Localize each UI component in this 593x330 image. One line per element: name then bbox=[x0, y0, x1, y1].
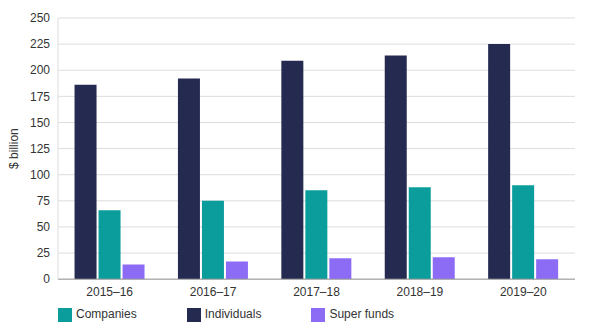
html-text:Individuals: Individuals bbox=[204, 307, 262, 322]
svg-text:225: 225 bbox=[30, 37, 50, 51]
svg-text:0: 0 bbox=[43, 272, 50, 286]
svg-text:100: 100 bbox=[30, 168, 50, 182]
svg-text:2018–19: 2018–19 bbox=[397, 285, 444, 299]
svg-text:2019–20: 2019–20 bbox=[500, 285, 547, 299]
svg-text:$ billion: $ billion bbox=[8, 128, 21, 169]
svg-text:2015–16: 2015–16 bbox=[86, 285, 133, 299]
svg-text:175: 175 bbox=[30, 90, 50, 104]
svg-text:2016–17: 2016–17 bbox=[190, 285, 237, 299]
svg-text:125: 125 bbox=[30, 142, 50, 156]
html-text:Companies: Companies bbox=[76, 307, 137, 322]
svg-text:250: 250 bbox=[30, 11, 50, 25]
svg-text:2017–18: 2017–18 bbox=[293, 285, 340, 299]
svg-text:25: 25 bbox=[37, 246, 51, 260]
html-text:Super funds: Super funds bbox=[329, 307, 395, 322]
svg-text:200: 200 bbox=[30, 63, 50, 77]
svg-text:50: 50 bbox=[37, 220, 51, 234]
svg-text:150: 150 bbox=[30, 116, 50, 130]
svg-text:75: 75 bbox=[37, 194, 51, 208]
